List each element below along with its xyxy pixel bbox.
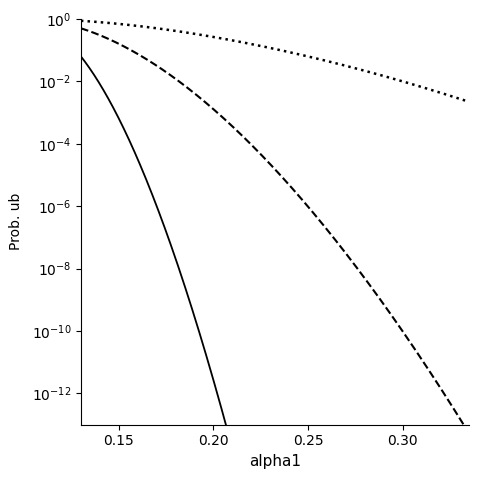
X-axis label: alpha1: alpha1 — [249, 454, 301, 469]
Y-axis label: Prob. ub: Prob. ub — [9, 193, 23, 251]
